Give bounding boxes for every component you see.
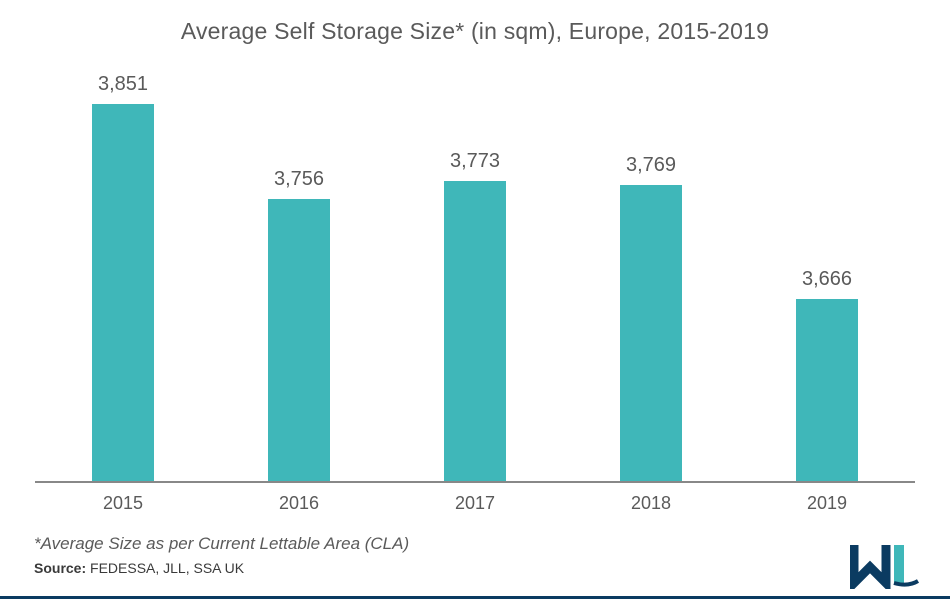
bar-rect [620, 185, 682, 483]
bar-rect [92, 104, 154, 483]
x-tick-label: 2015 [35, 493, 211, 514]
x-tick-label: 2016 [211, 493, 387, 514]
x-tick-label: 2017 [387, 493, 563, 514]
bar-value-label: 3,769 [626, 154, 676, 177]
bar-2018: 3,769 [563, 73, 739, 483]
bar-value-label: 3,773 [450, 150, 500, 173]
footnote-text: *Average Size as per Current Lettable Ar… [34, 534, 920, 554]
bar-2019: 3,666 [739, 73, 915, 483]
x-tick-label: 2018 [563, 493, 739, 514]
bar-value-label: 3,666 [802, 268, 852, 291]
x-tick-label: 2019 [739, 493, 915, 514]
bar-value-label: 3,851 [98, 73, 148, 96]
bar-2016: 3,756 [211, 73, 387, 483]
bar-2015: 3,851 [35, 73, 211, 483]
bars-group: 3,851 3,756 3,773 3,769 3,666 [35, 73, 915, 483]
chart-title: Average Self Storage Size* (in sqm), Eur… [30, 18, 920, 45]
chart-container: Average Self Storage Size* (in sqm), Eur… [0, 0, 950, 599]
source-line: Source: FEDESSA, JLL, SSA UK [34, 560, 920, 576]
source-text: FEDESSA, JLL, SSA UK [86, 560, 244, 576]
x-axis-labels: 2015 2016 2017 2018 2019 [35, 493, 915, 514]
bar-rect [796, 299, 858, 483]
bar-rect [268, 199, 330, 483]
bar-value-label: 3,756 [274, 168, 324, 191]
plot-area: 3,851 3,756 3,773 3,769 3,666 [35, 73, 915, 483]
source-label: Source: [34, 560, 86, 576]
brand-logo [850, 541, 928, 589]
bar-2017: 3,773 [387, 73, 563, 483]
x-axis-line [35, 481, 915, 483]
bar-rect [444, 181, 506, 484]
